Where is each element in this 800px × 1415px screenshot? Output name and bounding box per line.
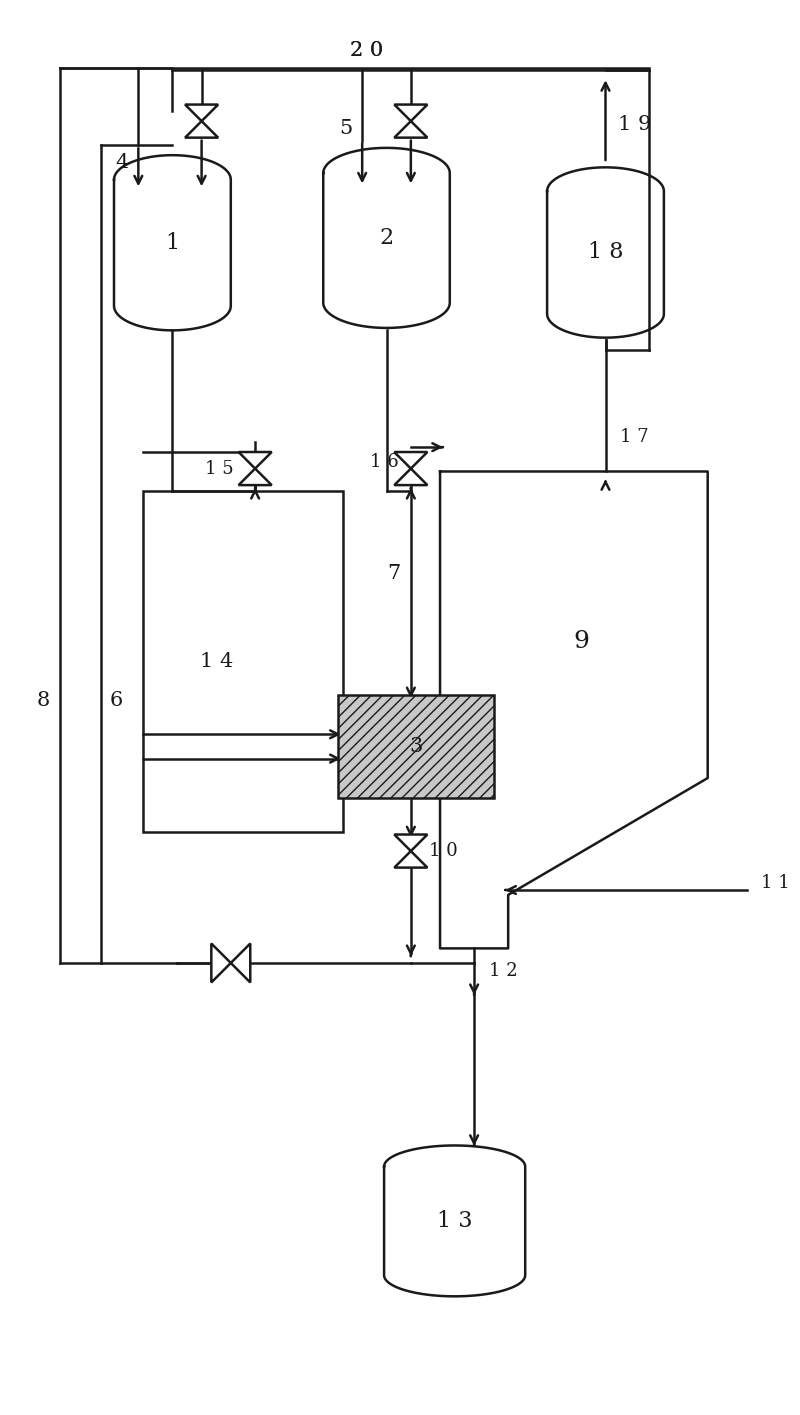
Text: 9: 9 <box>574 630 589 654</box>
Polygon shape <box>440 471 708 948</box>
Polygon shape <box>185 122 218 137</box>
Text: 1 3: 1 3 <box>437 1210 472 1232</box>
Text: 1 5: 1 5 <box>205 460 234 478</box>
Text: 2 0: 2 0 <box>350 41 384 59</box>
Polygon shape <box>211 944 230 982</box>
Text: 1 7: 1 7 <box>620 429 649 446</box>
Polygon shape <box>384 1146 526 1296</box>
Text: 1 9: 1 9 <box>618 115 651 133</box>
Polygon shape <box>394 468 427 485</box>
Text: 1 8: 1 8 <box>588 242 623 263</box>
Polygon shape <box>230 944 250 982</box>
Polygon shape <box>323 149 450 328</box>
Polygon shape <box>394 122 427 137</box>
Polygon shape <box>547 167 664 338</box>
Polygon shape <box>394 850 427 867</box>
Text: 1 2: 1 2 <box>489 962 518 979</box>
Polygon shape <box>394 835 427 850</box>
Text: 1 4: 1 4 <box>199 652 233 671</box>
Text: 2 0: 2 0 <box>350 41 384 59</box>
Text: 1 6: 1 6 <box>370 453 399 471</box>
Polygon shape <box>185 105 218 122</box>
Text: 2: 2 <box>379 226 394 249</box>
Bar <box>143 491 342 832</box>
Text: 1 0: 1 0 <box>429 842 458 860</box>
Polygon shape <box>238 468 272 485</box>
Text: 1 1: 1 1 <box>762 874 790 893</box>
Polygon shape <box>394 451 427 468</box>
Text: 3: 3 <box>409 737 422 757</box>
Text: 8: 8 <box>36 691 50 710</box>
Text: 5: 5 <box>339 119 352 139</box>
Text: 7: 7 <box>388 565 401 583</box>
Polygon shape <box>114 156 230 330</box>
Polygon shape <box>394 105 427 122</box>
Polygon shape <box>238 451 272 468</box>
Text: 1: 1 <box>166 232 179 253</box>
Text: 6: 6 <box>110 691 122 710</box>
Bar <box>338 695 494 798</box>
Text: 4: 4 <box>115 153 129 173</box>
